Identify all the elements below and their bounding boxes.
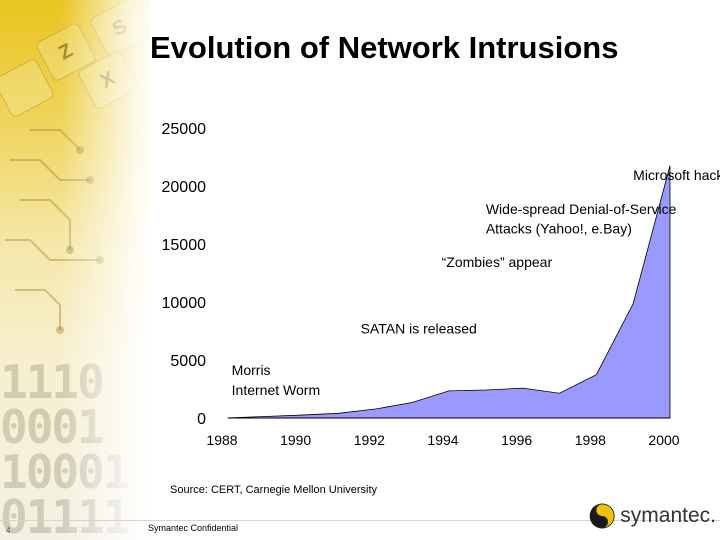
logo-wordmark: symantec.: [620, 504, 716, 527]
x-tick-label: 1992: [354, 432, 385, 448]
x-tick-label: 1998: [575, 432, 606, 448]
x-tick-label: 1988: [206, 432, 237, 448]
y-tick-label: 10000: [162, 295, 207, 312]
slide-title: Evolution of Network Intrusions: [150, 30, 619, 65]
x-tick-label: 1994: [427, 432, 458, 448]
y-tick-label: 15000: [162, 237, 207, 254]
chart-annotation: Attacks (Yahoo!, e.Bay): [486, 221, 632, 237]
chart-annotation: “Zombies” appear: [442, 254, 553, 270]
y-tick-label: 0: [197, 411, 206, 428]
chart-annotation: Microsoft hacked: [633, 167, 720, 183]
page-number: 4: [6, 526, 11, 535]
y-tick-label: 25000: [162, 121, 207, 138]
chart-annotations: Microsoft hacked Wide-spread Denial-of-Se…: [232, 167, 720, 398]
symantec-logo: symantec.: [588, 496, 716, 536]
x-axis-ticks: 1988 1990 1992 1994 1996 1998 2000: [206, 432, 679, 448]
x-tick-label: 1990: [280, 432, 311, 448]
chart-annotation: Internet Worm: [232, 382, 320, 398]
incidents-area-series: [227, 165, 671, 419]
chart-annotation: SATAN is released: [361, 320, 477, 336]
decorative-keyboard-background: S Z X 1110 0001 10001 01111: [0, 0, 150, 540]
x-tick-label: 2000: [648, 432, 679, 448]
symantec-logo-icon: [589, 503, 615, 529]
chart-annotation: Wide-spread Denial-of-Service: [486, 201, 677, 217]
footer-divider: [0, 520, 720, 521]
y-tick-label: 20000: [162, 179, 207, 196]
y-tick-label: 5000: [170, 353, 206, 370]
chart-annotation: Morris: [232, 362, 271, 378]
y-axis-ticks: 0 5000 10000 15000 20000 25000: [162, 121, 207, 428]
footer-confidential: Symantec Confidential: [148, 523, 239, 533]
x-tick-label: 1996: [501, 432, 532, 448]
source-note: Source: CERT, Carnegie Mellon University: [170, 484, 378, 496]
